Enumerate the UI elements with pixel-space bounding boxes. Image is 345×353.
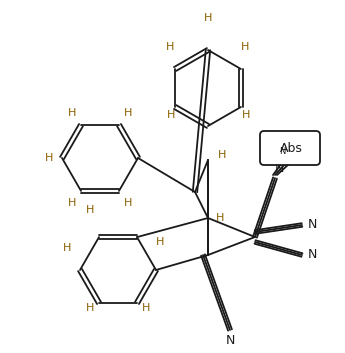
Text: H: H bbox=[45, 153, 53, 163]
Text: N: N bbox=[275, 162, 284, 174]
Text: H: H bbox=[218, 150, 226, 160]
Text: N: N bbox=[225, 334, 235, 347]
Text: H: H bbox=[167, 110, 175, 120]
Text: H: H bbox=[242, 110, 250, 120]
Text: H: H bbox=[86, 205, 94, 215]
Text: H: H bbox=[166, 42, 174, 52]
Text: N: N bbox=[308, 219, 317, 232]
Text: N: N bbox=[279, 148, 285, 156]
Text: H: H bbox=[124, 108, 132, 118]
FancyBboxPatch shape bbox=[260, 131, 320, 165]
Text: H: H bbox=[63, 243, 71, 253]
Text: H: H bbox=[156, 237, 164, 247]
Text: H: H bbox=[68, 198, 76, 208]
Text: H: H bbox=[241, 42, 249, 52]
Text: H: H bbox=[142, 303, 150, 313]
Text: H: H bbox=[216, 213, 224, 223]
Text: H: H bbox=[68, 108, 76, 118]
Text: N: N bbox=[308, 249, 317, 262]
Text: Abs: Abs bbox=[279, 142, 303, 155]
Text: H: H bbox=[204, 13, 212, 23]
Text: H: H bbox=[124, 198, 132, 208]
Text: H: H bbox=[86, 303, 94, 313]
